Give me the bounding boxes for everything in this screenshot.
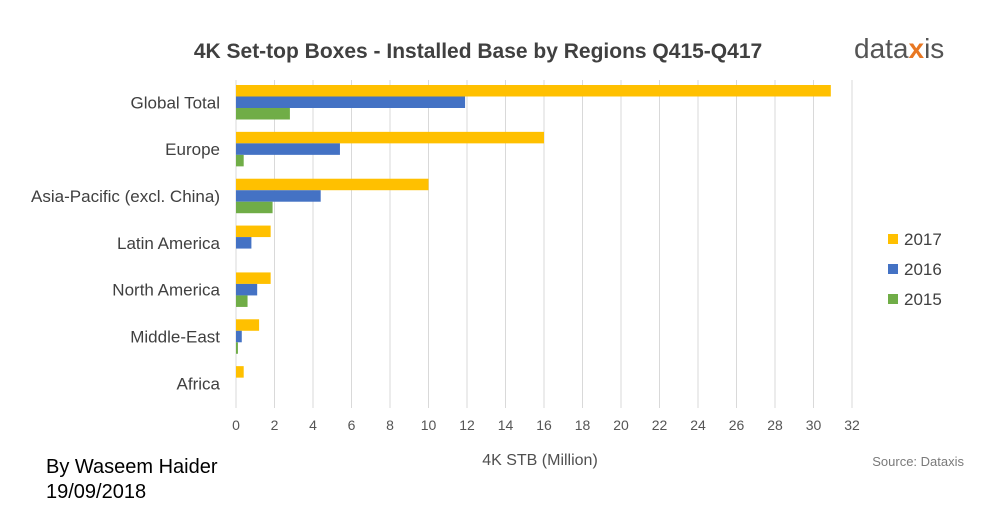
bar-middle-east-2015 (236, 342, 238, 354)
bar-asia-pacific-excl-china-2016 (236, 190, 321, 202)
chart-title: 4K Set-top Boxes - Installed Base by Reg… (194, 40, 762, 63)
category-label-africa: Africa (177, 374, 221, 393)
bar-latin-america-2017 (236, 225, 271, 238)
bar-africa-2017 (236, 366, 244, 378)
x-tick-14: 14 (498, 417, 514, 433)
category-label-north-america: North America (112, 281, 220, 300)
category-label-latin-america: Latin America (117, 234, 221, 253)
legend: 2017 2016 2015 (888, 230, 942, 309)
bar-north-america-2017 (236, 272, 271, 284)
bar-north-america-2016 (236, 283, 258, 296)
bars (236, 85, 831, 378)
logo-text-left: data (854, 33, 909, 64)
x-tick-2: 2 (271, 417, 279, 433)
x-tick-32: 32 (844, 417, 860, 433)
category-label-asia-pacific-excl-china: Asia-Pacific (excl. China) (31, 187, 220, 206)
x-tick-30: 30 (806, 417, 822, 433)
x-axis-title: 4K STB (Million) (482, 452, 598, 469)
bar-asia-pacific-excl-china-2015 (236, 201, 273, 214)
bar-global-total-2017 (236, 85, 831, 97)
x-tick-10: 10 (421, 417, 437, 433)
dataxis-logo: dataxis (854, 33, 944, 64)
x-tick-0: 0 (232, 417, 240, 433)
legend-label-2015: 2015 (904, 290, 942, 309)
bar-asia-pacific-excl-china-2017 (236, 178, 429, 191)
x-tick-12: 12 (459, 417, 475, 433)
legend-label-2016: 2016 (904, 260, 942, 279)
bar-global-total-2015 (236, 108, 290, 120)
bar-latin-america-2016 (236, 237, 252, 249)
logo-x: x (909, 33, 925, 64)
logo-text-right: is (924, 33, 944, 64)
bar-europe-2016 (236, 143, 340, 155)
legend-label-2017: 2017 (904, 230, 942, 249)
category-labels: Global Total Europe Asia-Pacific (excl. Ch… (31, 93, 220, 393)
x-tick-4: 4 (309, 417, 317, 433)
source-note: Source: Dataxis (872, 454, 964, 469)
bar-global-total-2016 (236, 96, 466, 108)
bar-north-america-2015 (236, 295, 248, 307)
legend-swatch-2016 (888, 264, 898, 274)
bar-europe-2017 (236, 131, 544, 144)
bar-middle-east-2017 (236, 319, 260, 331)
x-tick-16: 16 (536, 417, 552, 433)
legend-swatch-2017 (888, 234, 898, 244)
grid-lines (235, 80, 853, 408)
author-date: 19/09/2018 (46, 481, 146, 503)
bar-middle-east-2016 (236, 330, 242, 343)
bar-europe-2015 (236, 154, 244, 167)
x-tick-26: 26 (729, 417, 745, 433)
svg-text:dataxis: dataxis (854, 33, 944, 64)
x-tick-6: 6 (348, 417, 356, 433)
category-label-global-total: Global Total (131, 93, 220, 112)
x-tick-labels: 0 2 4 6 8 10 12 14 16 18 20 22 24 26 28 30 32 (232, 417, 860, 433)
x-tick-28: 28 (767, 417, 783, 433)
category-label-middle-east: Middle-East (130, 328, 220, 347)
x-tick-20: 20 (613, 417, 629, 433)
author-name: By Waseem Haider (46, 456, 218, 478)
x-tick-18: 18 (575, 417, 591, 433)
category-label-europe: Europe (165, 140, 220, 159)
x-tick-22: 22 (652, 417, 668, 433)
x-tick-24: 24 (690, 417, 706, 433)
legend-swatch-2015 (888, 294, 898, 304)
x-tick-8: 8 (386, 417, 394, 433)
